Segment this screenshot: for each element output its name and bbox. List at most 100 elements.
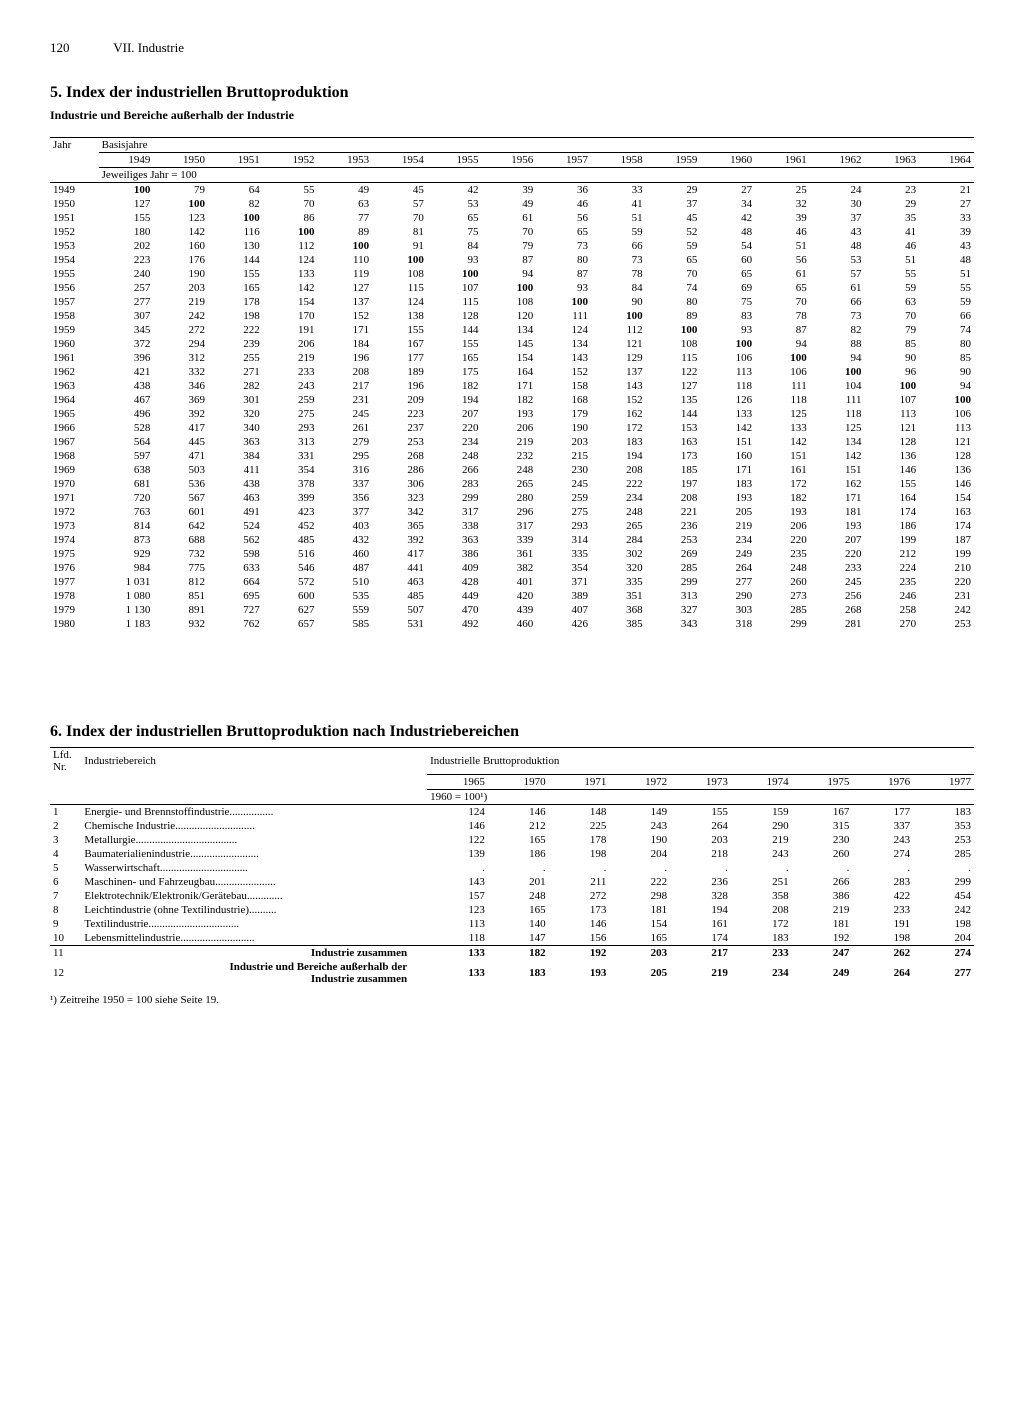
table1-cell: 146	[919, 477, 974, 491]
table1-cell: 46	[755, 225, 810, 239]
table1-cell: 492	[427, 617, 482, 631]
table1-cell: 30	[810, 197, 865, 211]
table1-cell: 528	[99, 421, 154, 435]
table2-cell: 243	[731, 847, 792, 861]
table1-cell: 248	[482, 463, 537, 477]
table1-cell: 183	[700, 477, 755, 491]
table1-cell: 69	[700, 281, 755, 295]
table1-cell: 191	[263, 323, 318, 337]
table1-cell: 106	[755, 365, 810, 379]
table1-cell: 152	[536, 365, 591, 379]
table1-cell: 762	[208, 617, 263, 631]
table1-cell: 259	[263, 393, 318, 407]
table1-cell: 1 080	[99, 589, 154, 603]
table1-cell: 57	[810, 267, 865, 281]
table1-cell: 445	[153, 435, 208, 449]
table1-cell: 128	[427, 309, 482, 323]
table1-cell: 485	[372, 589, 427, 603]
table1-cell: 399	[263, 491, 318, 505]
table1-cell: 428	[427, 575, 482, 589]
table1-cell: 286	[372, 463, 427, 477]
table1-cell: 317	[427, 505, 482, 519]
table1-cell: 107	[864, 393, 919, 407]
table1-cell: 206	[755, 519, 810, 533]
table2-nr: 11	[50, 945, 81, 960]
table1-base-year: 1953	[317, 153, 372, 168]
table1-cell: 248	[755, 561, 810, 575]
table1-cell: 265	[591, 519, 646, 533]
table1-cell: 524	[208, 519, 263, 533]
table1-year: 1965	[50, 407, 99, 421]
table2-cell: 219	[670, 960, 731, 986]
table1-cell: 368	[591, 603, 646, 617]
table2-year: 1973	[670, 774, 731, 789]
table1-cell: 53	[810, 253, 865, 267]
table1-cell: 220	[427, 421, 482, 435]
table1-cell: 491	[208, 505, 263, 519]
table1-cell: 79	[153, 183, 208, 198]
table1-cell: 245	[810, 575, 865, 589]
table1-year: 1968	[50, 449, 99, 463]
table2-cell: 203	[609, 945, 670, 960]
table1-cell: 142	[153, 225, 208, 239]
table1-cell: 279	[317, 435, 372, 449]
table1-cell: 249	[700, 547, 755, 561]
table1-cell: 265	[482, 477, 537, 491]
table1-year: 1964	[50, 393, 99, 407]
table1-cell: 280	[482, 491, 537, 505]
table2-cell: 183	[488, 960, 549, 986]
table2-cell: 243	[852, 833, 913, 847]
table1-cell: 90	[919, 365, 974, 379]
table1-cell: 55	[919, 281, 974, 295]
table1-cell: 165	[208, 281, 263, 295]
table1-cell: 257	[99, 281, 154, 295]
table2-cell: 139	[427, 847, 488, 861]
table1-cell: 313	[646, 589, 701, 603]
table1-cell: 112	[263, 239, 318, 253]
table1-cell: 73	[591, 253, 646, 267]
table1-year: 1966	[50, 421, 99, 435]
table1-cell: 342	[372, 505, 427, 519]
table1-cell: 107	[427, 281, 482, 295]
table1-cell: 35	[864, 211, 919, 225]
table1-cell: 269	[646, 547, 701, 561]
table1-cell: 61	[482, 211, 537, 225]
table2-cell: 285	[913, 847, 974, 861]
table1-cell: 49	[482, 197, 537, 211]
table2: Lfd.Nr.IndustriebereichIndustrielle Brut…	[50, 747, 974, 986]
table1-cell: 245	[317, 407, 372, 421]
table1-cell: 124	[263, 253, 318, 267]
table2-cell: 218	[670, 847, 731, 861]
table1-cell: 182	[482, 393, 537, 407]
table1-cell: 299	[755, 617, 810, 631]
table1-cell: 487	[317, 561, 372, 575]
table1-cell: 285	[755, 603, 810, 617]
table2-cell: 154	[609, 917, 670, 931]
table1-cell: 392	[372, 533, 427, 547]
table1-cell: 122	[646, 365, 701, 379]
table2-cell: 133	[427, 960, 488, 986]
table1-cell: 337	[317, 477, 372, 491]
table2-cell: 167	[792, 804, 853, 819]
table1-cell: 763	[99, 505, 154, 519]
table1-cell: 240	[99, 267, 154, 281]
table1-base-year: 1949	[99, 153, 154, 168]
table1-cell: 203	[153, 281, 208, 295]
table1-cell: 246	[864, 589, 919, 603]
table2-year: 1971	[549, 774, 610, 789]
table1-cell: 369	[153, 393, 208, 407]
table1-cell: 136	[864, 449, 919, 463]
table1-cell: 396	[99, 351, 154, 365]
table1-year: 1949	[50, 183, 99, 198]
table1-year: 1976	[50, 561, 99, 575]
table1-cell: 219	[153, 295, 208, 309]
table1-cell: 296	[482, 505, 537, 519]
table1-cell: 234	[591, 491, 646, 505]
table2-cell: 337	[852, 819, 913, 833]
table1-cell: 411	[208, 463, 263, 477]
table1-cell: 100	[810, 365, 865, 379]
table1-cell: 113	[700, 365, 755, 379]
table1-cell: 65	[646, 253, 701, 267]
table2-label-header: Industriebereich	[81, 748, 427, 775]
table1-cell: 118	[810, 407, 865, 421]
